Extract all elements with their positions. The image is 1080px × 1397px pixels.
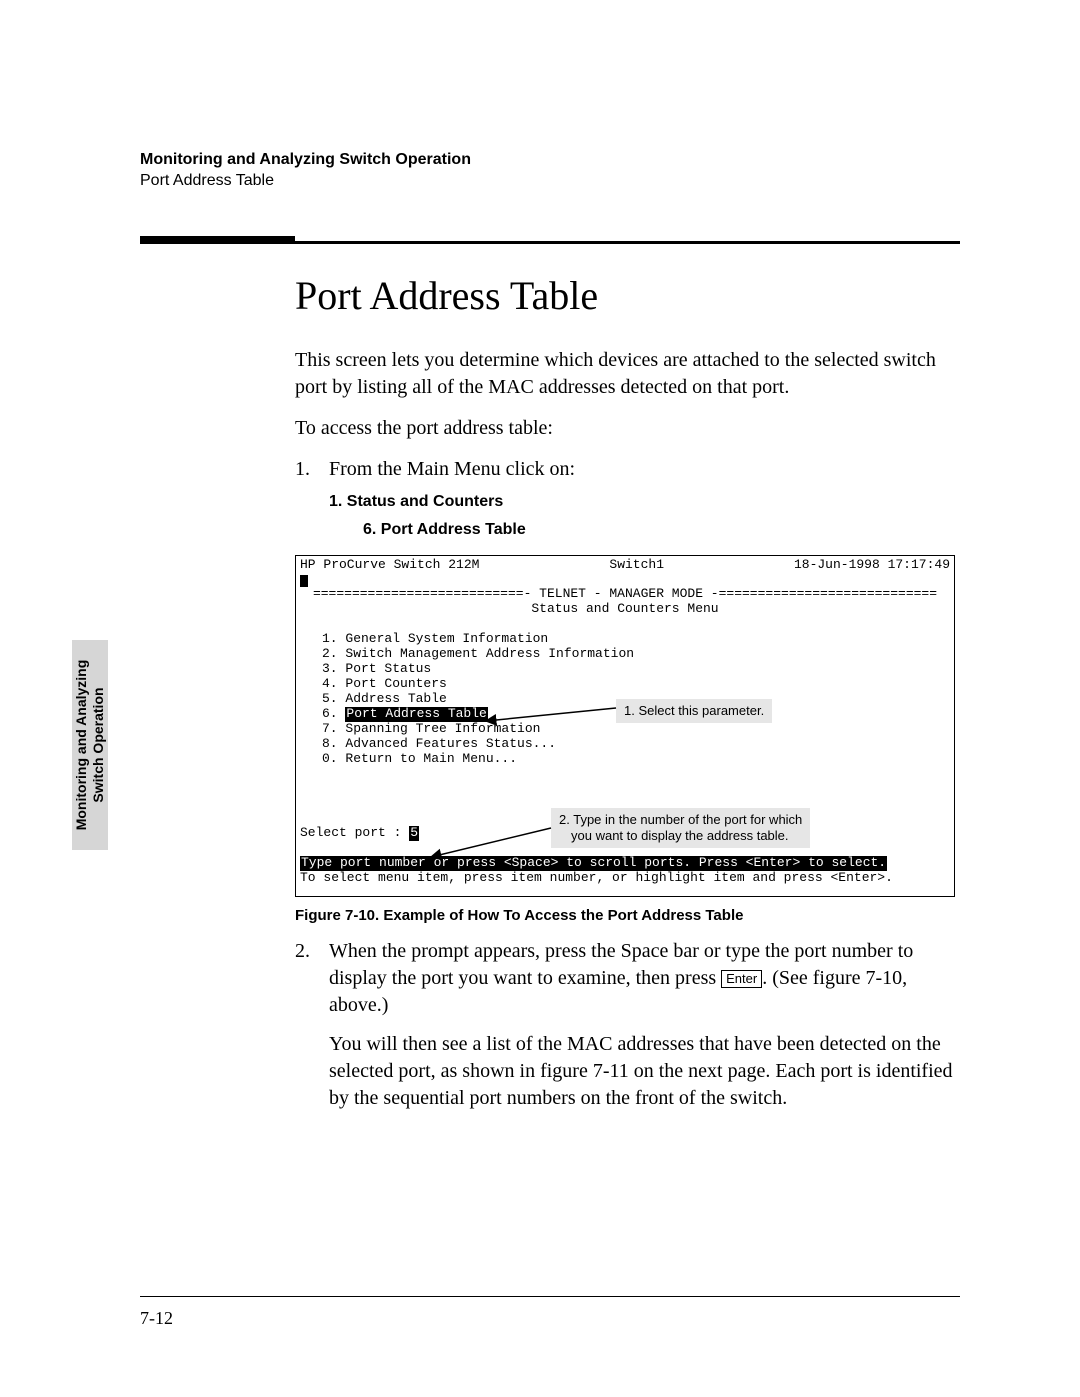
terminal-device: HP ProCurve Switch 212M <box>300 558 479 573</box>
figure-caption: Figure 7-10. Example of How To Access th… <box>295 907 960 924</box>
step-list: 1. From the Main Menu click on: <box>295 456 960 483</box>
step-1: 1. From the Main Menu click on: <box>295 456 960 483</box>
submenu-level-1: 1. Status and Counters <box>329 493 960 511</box>
terminal-header-row: HP ProCurve Switch 212M Switch1 18-Jun-1… <box>300 558 950 573</box>
enter-key-icon: Enter <box>721 970 762 988</box>
terminal-subtitle: Status and Counters Menu <box>300 602 950 617</box>
terminal-footer-1: Type port number or press <Space> to scr… <box>300 856 950 871</box>
step-list-2: 2. When the prompt appears, press the Sp… <box>295 938 960 1112</box>
terminal-menu-item: 4. Port Counters <box>322 677 950 692</box>
side-tab-line2: Switch Operation <box>90 687 106 802</box>
step-2-number: 2. <box>295 938 329 1112</box>
bottom-rule <box>140 1296 960 1297</box>
side-tab: Monitoring and Analyzing Switch Operatio… <box>72 640 108 850</box>
top-rule <box>140 204 960 244</box>
page: Monitoring and Analyzing Switch Operatio… <box>0 0 1080 1397</box>
running-header-section: Port Address Table <box>140 171 960 192</box>
step-1-number: 1. <box>295 456 329 483</box>
terminal-menu-item: 3. Port Status <box>322 662 950 677</box>
callout-2-line1: 2. Type in the number of the port for wh… <box>559 812 802 828</box>
menu6-highlight: Port Address Table <box>345 707 487 722</box>
menu6-prefix: 6. <box>322 706 345 721</box>
callout-1: 1. Select this parameter. <box>616 699 772 723</box>
content-column: Port Address Table This screen lets you … <box>295 272 960 1113</box>
terminal-menu-item: 1. General System Information <box>322 632 950 647</box>
callout-2-line2: you want to display the address table. <box>559 828 802 844</box>
terminal-hostname: Switch1 <box>479 558 794 573</box>
intro-paragraph: This screen lets you determine which dev… <box>295 347 960 401</box>
access-line: To access the port address table: <box>295 415 960 442</box>
terminal-menu-item: 8. Advanced Features Status... <box>322 737 950 752</box>
step-1-text: From the Main Menu click on: <box>329 456 960 483</box>
step-2-text: When the prompt appears, press the Space… <box>329 938 960 1112</box>
side-tab-text: Monitoring and Analyzing Switch Operatio… <box>73 660 107 831</box>
top-rule-thin <box>295 241 960 244</box>
terminal-footer-2: To select menu item, press item number, … <box>300 871 950 886</box>
side-tab-line1: Monitoring and Analyzing <box>73 660 89 831</box>
step-2: 2. When the prompt appears, press the Sp… <box>295 938 960 1112</box>
select-port-value: 5 <box>409 826 419 841</box>
terminal-menu-item: 0. Return to Main Menu... <box>322 752 950 767</box>
terminal-cursor-line <box>300 573 950 588</box>
callout-2: 2. Type in the number of the port for wh… <box>551 808 810 849</box>
select-port-label: Select port : <box>300 825 409 840</box>
terminal-footer-1-text: Type port number or press <Space> to scr… <box>300 856 887 871</box>
terminal-menu-item: 2. Switch Management Address Information <box>322 647 950 662</box>
top-rule-thick <box>140 236 295 244</box>
running-header: Monitoring and Analyzing Switch Operatio… <box>140 150 960 192</box>
cursor-icon <box>300 575 308 587</box>
terminal-menu-item: 7. Spanning Tree Information <box>322 722 950 737</box>
step-2-para2: You will then see a list of the MAC addr… <box>329 1033 953 1109</box>
terminal-datetime: 18-Jun-1998 17:17:49 <box>794 558 950 573</box>
page-title: Port Address Table <box>295 272 960 319</box>
submenu-level-2: 6. Port Address Table <box>363 521 960 539</box>
running-header-chapter: Monitoring and Analyzing Switch Operatio… <box>140 150 960 171</box>
terminal-screenshot: HP ProCurve Switch 212M Switch1 18-Jun-1… <box>295 555 955 898</box>
terminal-mode-line: ===========================- TELNET - MA… <box>300 587 950 602</box>
page-number: 7-12 <box>140 1308 173 1329</box>
